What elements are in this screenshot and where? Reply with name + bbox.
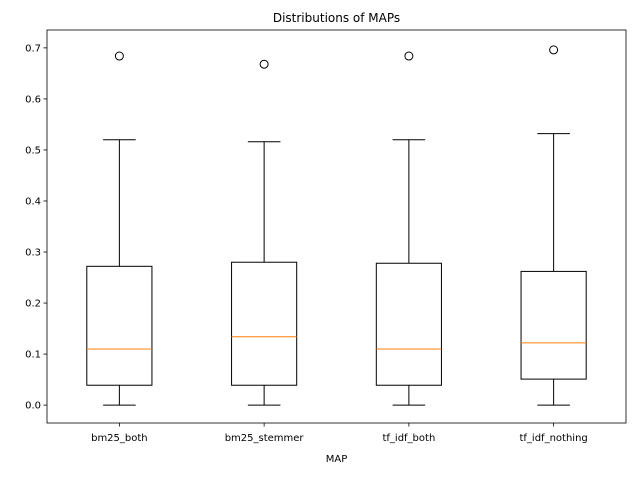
x-tick-label: bm25_both: [91, 433, 148, 444]
y-tick-label: 0.7: [25, 43, 41, 54]
box-group-bm25-both: [86, 51, 153, 406]
outlier-point: [404, 51, 414, 61]
box-group-tf-idf-nothing: [520, 45, 587, 406]
iqr-box: [231, 261, 298, 386]
plot-area: [86, 45, 587, 406]
y-tick-label: 0.5: [25, 145, 41, 156]
box-group-tf-idf-both: [375, 51, 442, 406]
axes-frame: [46, 29, 627, 424]
outlier-point: [114, 51, 124, 61]
y-tick-label: 0.0: [25, 401, 41, 412]
iqr-box: [375, 262, 442, 386]
x-axis-label: MAP: [326, 454, 348, 465]
iqr-box: [520, 270, 587, 380]
x-tick-label: tf_idf_both: [382, 433, 435, 444]
y-tick-label: 0.1: [25, 350, 41, 361]
y-tick-label: 0.4: [25, 196, 41, 207]
outlier-point: [549, 45, 559, 55]
chart-title: Distributions of MAPs: [273, 11, 400, 25]
y-tick-label: 0.2: [25, 299, 41, 310]
x-tick-label: tf_idf_nothing: [519, 433, 587, 444]
x-tick-label: bm25_stemmer: [225, 433, 305, 444]
iqr-box: [86, 265, 153, 386]
outlier-point: [259, 59, 269, 69]
y-tick-label: 0.6: [25, 94, 41, 105]
x-axis: bm25_both bm25_stemmer tf_idf_both tf_idf_n…: [91, 423, 588, 444]
y-axis: 0.0 0.1 0.2 0.3 0.4 0.5 0.6 0.7: [25, 43, 47, 412]
y-tick-label: 0.3: [25, 248, 41, 259]
box-group-bm25-stemmer: [231, 59, 298, 406]
